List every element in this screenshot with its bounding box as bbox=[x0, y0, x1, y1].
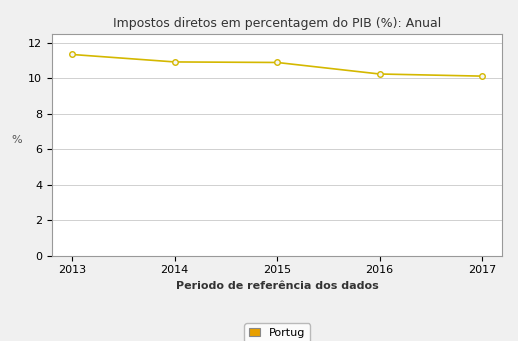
Y-axis label: %: % bbox=[11, 135, 22, 145]
Title: Impostos diretos em percentagem do PIB (%): Anual: Impostos diretos em percentagem do PIB (… bbox=[113, 17, 441, 30]
X-axis label: Periodo de referência dos dados: Periodo de referência dos dados bbox=[176, 281, 379, 291]
Legend: Portug: Portug bbox=[244, 323, 310, 341]
